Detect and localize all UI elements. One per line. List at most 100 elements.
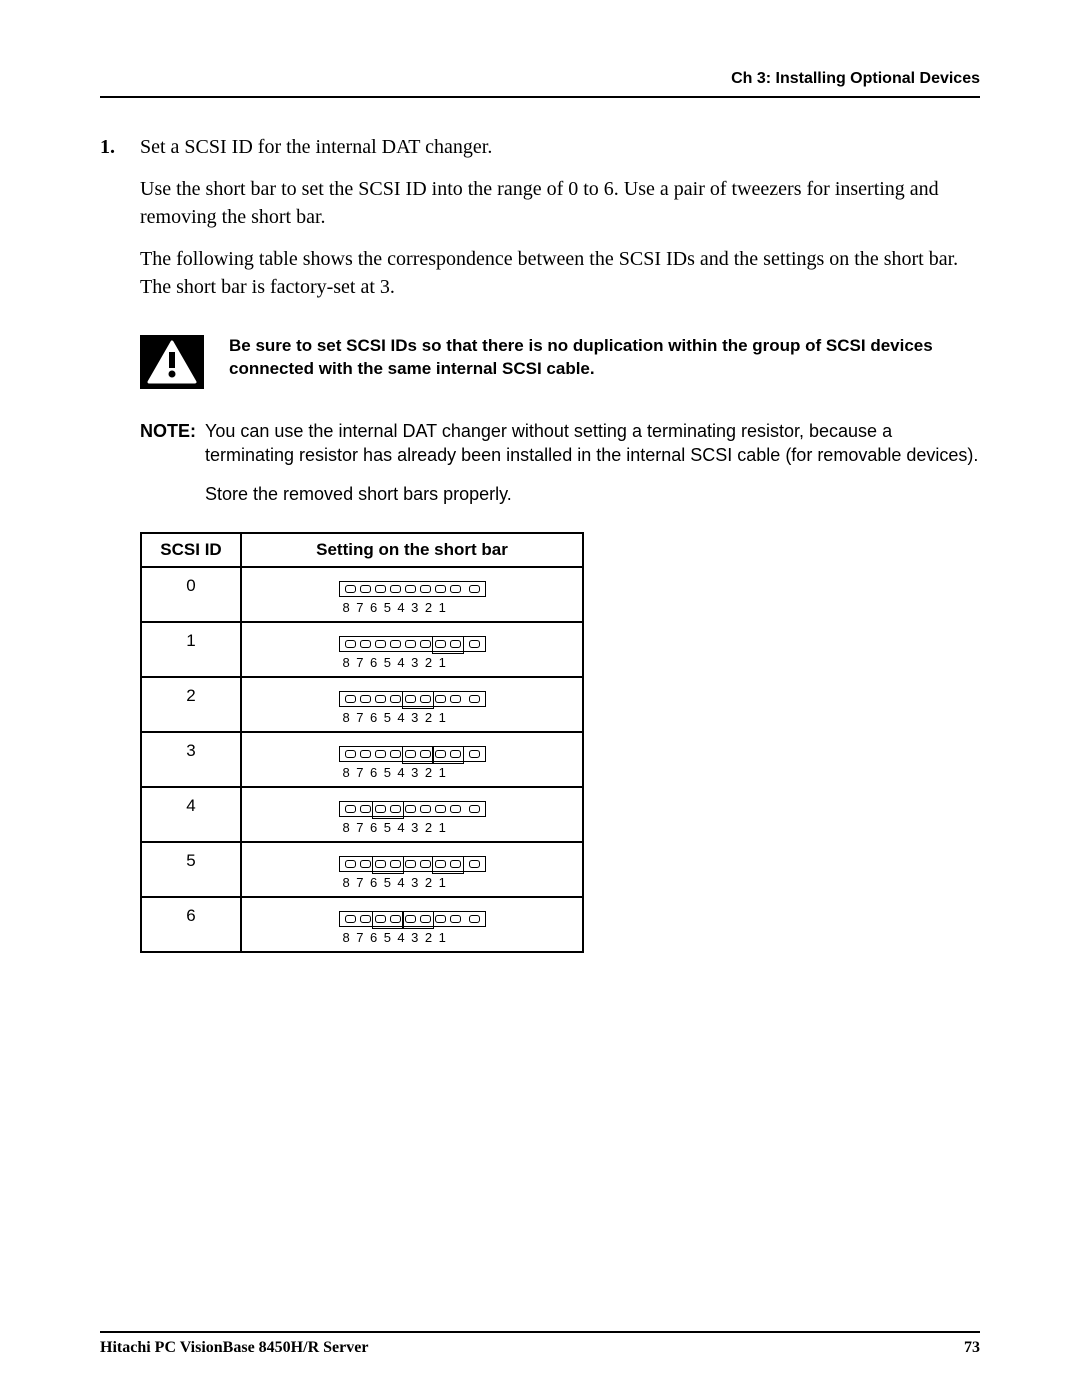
pin xyxy=(405,915,416,923)
table-row: 5 87654321 xyxy=(141,842,583,897)
pin xyxy=(435,750,446,758)
col-setting: Setting on the short bar xyxy=(241,533,583,567)
pin-row xyxy=(339,911,486,927)
pin xyxy=(435,640,446,648)
pin xyxy=(435,860,446,868)
setting-cell: 87654321 xyxy=(241,787,583,842)
pin xyxy=(390,640,401,648)
table-row: 2 87654321 xyxy=(141,677,583,732)
pin xyxy=(360,695,371,703)
pin xyxy=(420,860,431,868)
pin xyxy=(435,805,446,813)
setting-cell: 87654321 xyxy=(241,842,583,897)
pin-numbers: 87654321 xyxy=(339,875,486,890)
col-scsi-id: SCSI ID xyxy=(141,533,241,567)
pin xyxy=(345,860,356,868)
step-body: Set a SCSI ID for the internal DAT chang… xyxy=(140,133,980,315)
pin xyxy=(405,695,416,703)
pin xyxy=(360,585,371,593)
pin xyxy=(390,915,401,923)
pin-numbers: 87654321 xyxy=(339,710,486,725)
note-p1: You can use the internal DAT changer wit… xyxy=(205,419,980,468)
scsi-table: SCSI ID Setting on the short bar 0 876543… xyxy=(140,532,584,953)
warning-text: Be sure to set SCSI IDs so that there is… xyxy=(229,335,980,381)
pin xyxy=(420,585,431,593)
running-header: Ch 3: Installing Optional Devices xyxy=(100,70,980,88)
step-p2: Use the short bar to set the SCSI ID int… xyxy=(140,175,980,231)
pin xyxy=(469,860,480,868)
pin xyxy=(469,695,480,703)
pin xyxy=(375,640,386,648)
step-number: 1. xyxy=(100,133,140,315)
step-p3: The following table shows the correspond… xyxy=(140,245,980,301)
pin xyxy=(405,640,416,648)
pin xyxy=(375,585,386,593)
note-block: NOTE: You can use the internal DAT chang… xyxy=(140,419,980,520)
pin xyxy=(435,585,446,593)
setting-cell: 87654321 xyxy=(241,677,583,732)
warning-icon xyxy=(140,335,204,389)
pin xyxy=(345,640,356,648)
pin xyxy=(435,695,446,703)
footer-page: 73 xyxy=(964,1339,980,1357)
table-row: 487654321 xyxy=(141,787,583,842)
pin xyxy=(450,695,461,703)
pin xyxy=(390,585,401,593)
bottom-rule xyxy=(100,1331,980,1333)
pin-row xyxy=(339,856,486,872)
pin-numbers: 87654321 xyxy=(339,765,486,780)
pin xyxy=(375,750,386,758)
pin xyxy=(469,585,480,593)
pin xyxy=(345,585,356,593)
pin xyxy=(375,860,386,868)
pin xyxy=(469,915,480,923)
pin xyxy=(450,860,461,868)
pin xyxy=(420,750,431,758)
pin xyxy=(420,640,431,648)
pin xyxy=(360,640,371,648)
pin xyxy=(360,805,371,813)
step-1: 1. Set a SCSI ID for the internal DAT ch… xyxy=(100,133,980,315)
pin-row xyxy=(339,691,486,707)
top-rule xyxy=(100,96,980,98)
scsi-id-cell: 2 xyxy=(141,677,241,732)
pin xyxy=(390,805,401,813)
pin xyxy=(390,860,401,868)
pin-numbers: 87654321 xyxy=(339,600,486,615)
pin xyxy=(420,805,431,813)
pin xyxy=(450,915,461,923)
pin-numbers: 87654321 xyxy=(339,820,486,835)
page: Ch 3: Installing Optional Devices 1. Set… xyxy=(0,0,1080,1397)
table-row: 387654321 xyxy=(141,732,583,787)
page-footer: Hitachi PC VisionBase 8450H/R Server 73 xyxy=(100,1331,980,1357)
pin xyxy=(450,585,461,593)
pin xyxy=(360,750,371,758)
note-p2: Store the removed short bars properly. xyxy=(205,482,980,506)
scsi-id-cell: 1 xyxy=(141,622,241,677)
pin xyxy=(345,750,356,758)
pin xyxy=(390,695,401,703)
pin-row xyxy=(339,801,486,817)
setting-cell: 87654321 xyxy=(241,732,583,787)
table-row: 1 87654321 xyxy=(141,622,583,677)
pin xyxy=(469,640,480,648)
step-p1: Set a SCSI ID for the internal DAT chang… xyxy=(140,133,980,161)
setting-cell: 87654321 xyxy=(241,567,583,622)
pin-row xyxy=(339,581,486,597)
setting-cell: 87654321 xyxy=(241,622,583,677)
pin xyxy=(450,805,461,813)
pin-row xyxy=(339,746,486,762)
scsi-id-cell: 5 xyxy=(141,842,241,897)
table-header-row: SCSI ID Setting on the short bar xyxy=(141,533,583,567)
pin-numbers: 87654321 xyxy=(339,655,486,670)
pin xyxy=(435,915,446,923)
note-label: NOTE: xyxy=(140,419,205,520)
footer-title: Hitachi PC VisionBase 8450H/R Server xyxy=(100,1339,368,1357)
pin xyxy=(405,860,416,868)
pin xyxy=(405,750,416,758)
pin xyxy=(450,750,461,758)
pin xyxy=(345,695,356,703)
pin xyxy=(405,805,416,813)
pin xyxy=(375,915,386,923)
scsi-id-cell: 0 xyxy=(141,567,241,622)
